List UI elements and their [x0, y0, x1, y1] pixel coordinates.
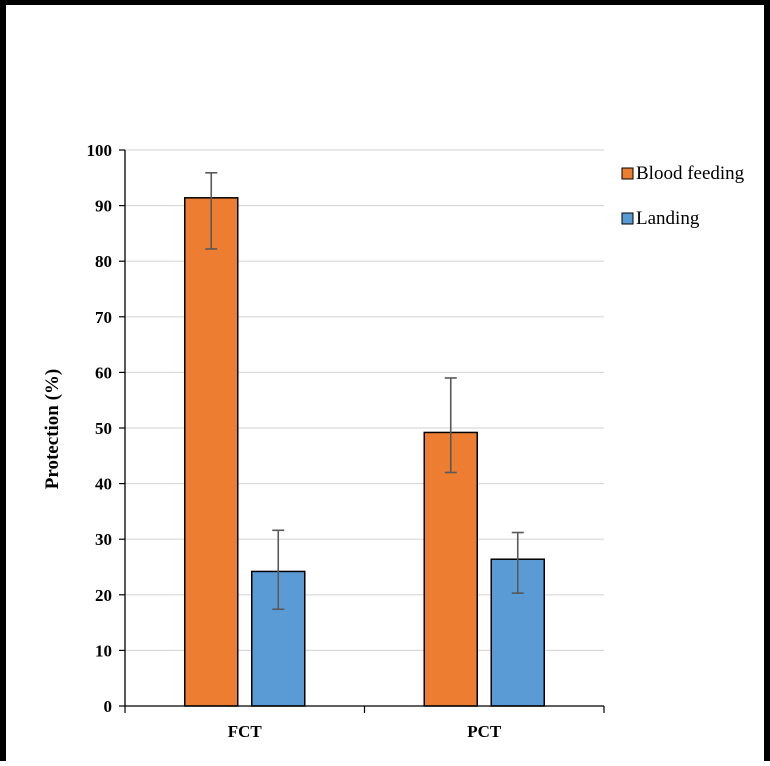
- x-tick-label-pct: PCT: [467, 722, 502, 741]
- y-tick-labels: 0 10 20 30 40 50 60 70 80 90 100: [87, 141, 113, 716]
- y-tick-label: 50: [95, 419, 112, 438]
- y-axis-title: Protection (%): [42, 369, 63, 489]
- y-tick-label: 20: [95, 586, 112, 605]
- bar-fct-blood-feeding: [184, 197, 239, 707]
- y-tick-label: 0: [104, 697, 113, 716]
- y-tick-label: 70: [95, 308, 112, 327]
- legend-swatch-blood-feeding: [621, 167, 634, 180]
- bars: [184, 197, 545, 707]
- legend-label-landing: Landing: [636, 208, 700, 229]
- x-tick-labels: FCT PCT: [228, 722, 502, 741]
- bar-chart: 0 10 20 30 40 50 60 70 80 90 100 FCT PCT Protection…: [42, 141, 745, 741]
- y-tick-label: 60: [95, 363, 112, 382]
- y-tick-label: 10: [95, 641, 112, 660]
- legend-swatch-landing: [621, 212, 634, 225]
- y-tick-label: 100: [87, 141, 113, 160]
- legend: Blood feeding Landing: [621, 163, 745, 229]
- x-tick-label-fct: FCT: [228, 722, 263, 741]
- error-bars: [205, 171, 524, 611]
- y-tick-label: 80: [95, 252, 112, 271]
- y-tick-label: 90: [95, 197, 112, 216]
- y-tick-label: 30: [95, 530, 112, 549]
- legend-label-blood-feeding: Blood feeding: [636, 163, 745, 184]
- y-tick-label: 40: [95, 475, 112, 494]
- bar-pct-blood-feeding: [423, 431, 478, 707]
- axes: [119, 149, 605, 713]
